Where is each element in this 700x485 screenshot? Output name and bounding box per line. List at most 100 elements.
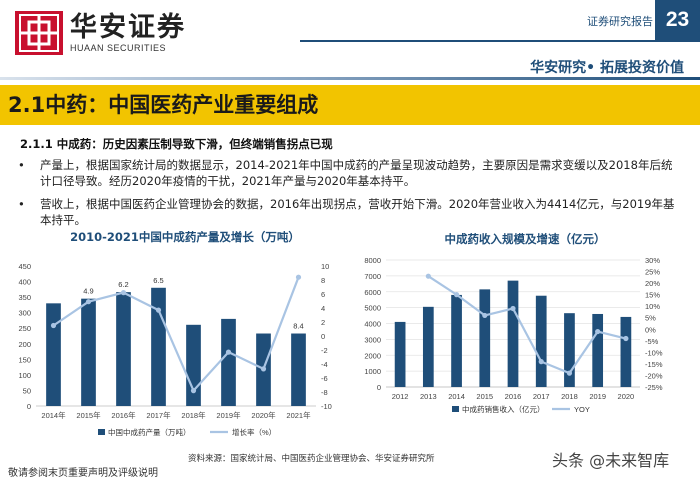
y-right-tick-label: 25% [645,268,660,277]
line-point [295,274,302,280]
line-point [595,328,601,335]
y-left-tick-label: 1000 [364,367,381,376]
y-right-tick-label: -15% [645,360,663,369]
line-point [225,349,232,355]
legend-bar-swatch [98,429,105,435]
y-right-tick-label: 4 [321,304,325,313]
x-tick-label: 2019 [589,392,606,401]
bullet-text: 产量上，根据国家统计局的数据显示，2014-2021年中国中成药的产量呈现波动趋… [40,158,673,188]
y-left-tick-label: 8000 [364,256,381,265]
y-right-tick-label: 6 [321,290,325,299]
y-right-tick-label: -4 [321,360,328,369]
line-point [425,273,431,279]
bar [221,318,236,406]
y-left-tick-label: 300 [18,309,31,318]
y-left-tick-label: 150 [18,355,31,364]
y-right-tick-label: 15% [645,291,660,300]
x-tick-label: 2015年 [76,410,101,420]
watermark: 头条 @未来智库 [552,451,670,470]
bar [479,289,491,387]
header-divider [300,40,700,42]
y-right-tick-label: -10 [321,402,332,411]
x-tick-label: 2016年 [111,410,136,420]
y-right-tick-label: 0 [321,332,325,341]
x-tick-label: 2014 [448,392,465,401]
y-left-tick-label: 2000 [364,351,381,360]
bar [81,298,96,406]
line-point [538,359,544,365]
legend-bar-swatch [452,406,459,412]
company-logo: 华安证券 HUAAN SECURITIES [14,10,186,56]
y-right-tick-label: 20% [645,279,660,288]
line-point [566,370,573,376]
x-tick-label: 2020 [618,392,635,401]
y-left-tick-label: 3000 [364,335,381,344]
y-left-tick-label: 0 [377,383,381,392]
bar [592,313,604,387]
bar [451,294,462,387]
data-label: 6.5 [153,276,163,285]
x-tick-label: 2013 [420,392,437,401]
data-label: 6.2 [118,280,128,289]
line-point [190,388,197,394]
bullet-item: • 产量上，根据国家统计局的数据显示，2014-2021年中国中成药的产量呈现波… [18,157,678,189]
bar [564,313,575,387]
logo-english-name: HUAAN SECURITIES [70,43,167,53]
slogan-divider [0,77,700,80]
legend-line-label: 增长率（%） [232,427,276,437]
y-left-tick-label: 5000 [364,304,381,313]
y-right-tick-label: 5% [645,314,656,323]
section-banner: 2.1中药：中国医药产业重要组成 [0,85,700,125]
bar [151,287,166,406]
y-left-tick-label: 250 [18,324,31,333]
y-right-tick-label: -8 [321,388,328,397]
line-point [85,299,92,305]
bar [394,321,406,387]
y-right-tick-label: -2 [321,346,328,355]
line-point [482,312,488,319]
legend-bar-label: 中成药销售收入（亿元） [462,404,545,414]
bar [535,295,547,387]
y-left-tick-label: 6000 [364,288,381,297]
line-point [120,290,127,296]
x-tick-label: 2014年 [41,410,66,420]
x-tick-label: 2021年 [286,410,311,420]
line-point [155,307,162,313]
y-right-tick-label: 10% [645,302,660,311]
bar [46,303,61,406]
line-point [260,366,267,372]
y-right-tick-label: -25% [645,383,663,392]
bar [422,306,434,387]
series-line [52,276,300,392]
bullet-text: 营收上，根据中国医药企业管理协会的数据，2016年出现拐点，营收开始下滑。202… [40,197,675,227]
y-right-tick-label: 30% [645,256,660,265]
y-left-tick-label: 350 [18,293,31,302]
page-number: 23 [655,0,700,40]
x-tick-label: 2019年 [216,410,241,420]
y-right-tick-label: -20% [645,371,663,380]
subsection-heading: 2.1.1 中成药：历史因素压制导致下滑，但终端销售拐点已现 [20,137,333,151]
y-right-tick-label: 0% [645,325,656,334]
chart-title-revenue: 中成药收入规模及增速（亿元） [444,232,606,246]
legend-bar-label: 中国中成药产量（万吨） [108,427,191,437]
chart-title-production: 2010-2021中国中成药产量及增长（万吨） [70,230,300,244]
line-point [623,335,629,342]
y-left-tick-label: 50 [23,386,31,395]
y-left-tick-label: 100 [18,371,31,380]
logo-chinese-name: 华安证券 [70,12,186,43]
line-point [50,322,57,329]
y-right-tick-label: -10% [645,348,663,357]
bullet-dot-icon: • [18,158,25,172]
line-point [453,292,460,298]
x-tick-label: 2017 [533,392,550,401]
source-note: 资料来源：国家统计局、中国医药企业管理协会、华安证券研究所 [188,454,435,464]
bar [186,324,201,406]
section-title: 2.1中药：中国医药产业重要组成 [8,93,319,117]
y-right-tick-label: 2 [321,318,325,327]
seal-logo-icon [15,11,63,55]
bar [291,333,306,406]
report-type-label: 证券研究报告 [587,15,653,28]
bullet-dot-icon: • [18,197,25,211]
x-tick-label: 2018 [561,392,578,401]
